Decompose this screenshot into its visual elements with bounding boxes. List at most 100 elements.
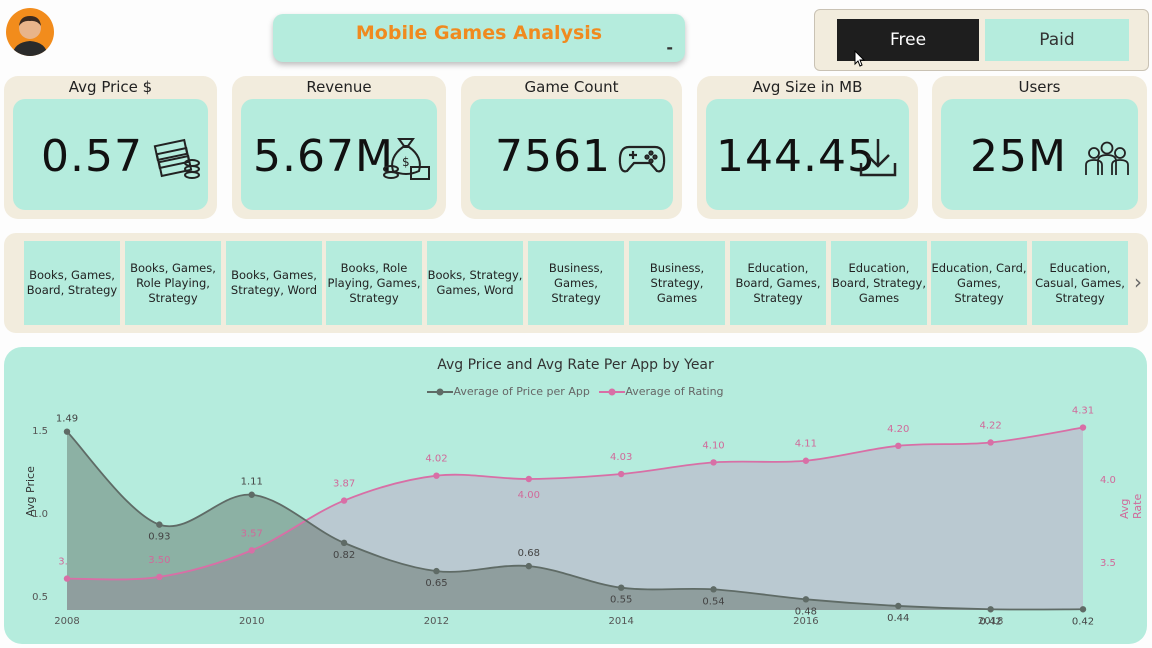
price-point [156,521,163,528]
genre-chip[interactable]: Books, Games, Role Playing, Strategy [125,241,221,325]
legend-label: Average of Price per App [453,385,590,398]
rating-point [1079,424,1087,431]
mouse-cursor-icon [854,50,866,67]
price-data-label: 0.54 [702,596,724,607]
genre-chip[interactable]: Books, Games, Board, Strategy [24,241,120,325]
y-tick-label: 1.5 [32,426,48,437]
genre-chip[interactable]: Books, Role Playing, Games, Strategy [326,241,422,325]
price-data-label: 0.48 [795,606,817,617]
svg-text:$: $ [402,155,410,169]
chevron-right-icon[interactable]: › [1134,270,1142,294]
kpi-card-revenue: Revenue 5.67M $ [232,76,446,219]
price-point [987,606,994,613]
x-tick-label: 2008 [54,616,79,627]
kpi-value: 7561 [495,131,611,182]
price-point [340,539,348,547]
users-group-icon [1085,141,1129,175]
dashboard-title-box: Mobile Games Analysis - [273,14,685,62]
kpi-card-users: Users 25M [932,76,1147,219]
free-paid-toggle: Free Paid [814,9,1149,71]
genre-chip[interactable]: Business, Games, Strategy [528,241,624,325]
genre-chip[interactable]: Education, Board, Strategy, Games [831,241,927,325]
rating-point [895,442,902,449]
price-data-label: 0.68 [518,548,540,559]
price-data-label: 0.42 [1072,616,1094,627]
rating-point [248,547,255,554]
genre-chip[interactable]: Business, Strategy, Games [629,241,725,325]
y2-tick-label: 3.5 [1100,558,1116,569]
legend-label: Average of Rating [625,385,724,398]
x-tick-label: 2010 [239,616,264,627]
kpi-value: 0.57 [41,131,143,182]
x-tick-label: 2014 [608,616,633,627]
rating-point [340,497,348,504]
x-tick-label: 2012 [424,616,449,627]
rating-point [710,459,717,466]
price-data-label: 0.93 [148,532,170,543]
rating-data-label: 4.31 [1072,406,1094,417]
avatar [6,8,54,56]
rating-data-label: 3.57 [241,528,263,539]
kpi-title: Users [1018,78,1061,96]
price-data-label: 0.82 [333,550,355,561]
price-point [710,586,717,593]
cash-stack-icon [153,138,200,179]
kpi-value: 5.67M [253,131,394,182]
price-point [1079,606,1087,613]
rating-point [617,470,625,478]
rating-point [433,472,440,479]
rating-point [987,439,994,446]
page-title: Mobile Games Analysis [355,22,603,44]
rating-data-label: 4.22 [980,420,1002,431]
kpi-title: Game Count [524,78,619,96]
rating-point [63,575,71,582]
legend-item-rating[interactable]: Average of Rating [599,385,724,398]
legend-line-marker-icon [599,388,626,395]
rating-data-label: 3.50 [148,555,170,566]
price-data-label: 0.42 [980,616,1002,627]
price-area [67,431,1083,610]
rating-data-label: 4.03 [610,452,632,463]
kpi-title: Avg Size in MB [752,78,863,96]
rating-area [67,427,1083,610]
genre-chip[interactable]: Books, Games, Strategy, Word [226,241,322,325]
price-point [802,596,810,603]
y-tick-label: 1.0 [32,509,48,520]
rating-point [156,573,163,581]
y-tick-label: 0.5 [32,592,48,603]
chart-title: Avg Price and Avg Rate Per App by Year [437,357,714,373]
rating-data-label: 4.00 [518,490,540,501]
rating-point [802,457,810,464]
free-button[interactable]: Free [837,19,979,61]
price-point [248,491,255,498]
rating-data-label: 4.20 [887,424,909,435]
rating-data-label: 4.02 [425,454,447,465]
price-point [895,602,902,610]
price-point [63,428,71,435]
price-data-label: 1.49 [56,414,78,425]
price-data-label: 0.44 [887,613,909,624]
paid-button[interactable]: Paid [985,19,1129,61]
genre-chip[interactable]: Education, Board, Games, Strategy [730,241,826,325]
genre-chip[interactable]: Education, Casual, Games, Strategy [1032,241,1128,325]
kpi-title: Avg Price $ [68,78,153,96]
rating-line [66,426,1084,581]
x-tick-label: 2018 [978,616,1003,627]
price-point [617,584,625,591]
rating-data-label: 4.11 [795,439,817,450]
legend-line-marker-icon [427,388,454,395]
genre-chip[interactable]: Books, Strategy, Games, Word [427,241,523,325]
download-icon [859,139,897,177]
y2-tick-label: 4.0 [1100,475,1116,486]
price-point [525,562,533,570]
money-bag-icon: $ [383,138,430,180]
kpi-value: 144.45 [716,131,876,182]
kpi-title: Revenue [306,78,372,96]
kpi-value: 25M [970,131,1067,182]
price-point [433,567,440,575]
genre-chip[interactable]: Education, Card, Games, Strategy [931,241,1027,325]
title-minimize-mark: - [666,38,673,57]
legend-item-price[interactable]: Average of Price per App [427,385,590,398]
rating-data-label: 4.10 [702,440,724,451]
